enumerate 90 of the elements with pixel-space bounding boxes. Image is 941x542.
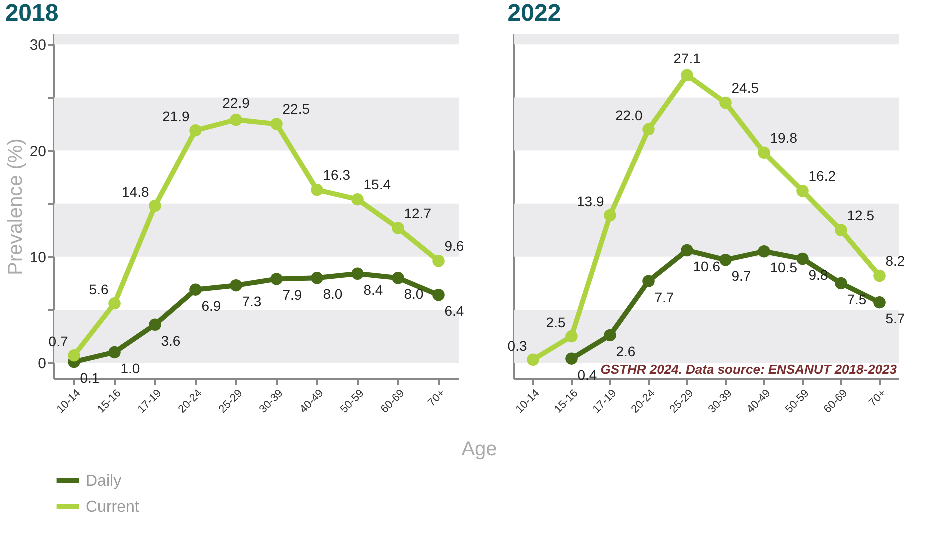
point [527, 354, 540, 366]
data-label: 7.5 [847, 291, 867, 308]
data-label: 8.2 [886, 253, 906, 270]
y-axis-title: Prevalence (%) [4, 138, 27, 276]
point [432, 255, 445, 268]
data-label: 22.5 [282, 101, 310, 118]
data-label: 9.6 [444, 238, 464, 254]
point [190, 284, 202, 296]
data-label: 0.4 [578, 366, 598, 383]
data-label: 24.5 [732, 80, 760, 96]
point [796, 184, 809, 198]
data-label: 1.0 [120, 360, 140, 376]
point [681, 244, 694, 257]
y-tick-label: 10 [30, 249, 46, 266]
point [642, 275, 655, 288]
point [149, 318, 162, 331]
data-label: 2.5 [546, 314, 566, 331]
x-axis-title: Age [462, 438, 498, 460]
data-label: 22.0 [616, 108, 643, 124]
legend-label: Current [86, 499, 140, 516]
point [352, 268, 364, 280]
point [68, 350, 80, 362]
y-tick-label: 30 [30, 37, 46, 54]
point [874, 270, 886, 282]
data-label: 12.7 [404, 205, 432, 222]
data-label: 19.8 [770, 130, 798, 146]
point [720, 96, 732, 110]
data-label: 8.0 [323, 286, 343, 302]
point [230, 279, 242, 292]
point [311, 272, 324, 284]
data-label: 0.3 [508, 338, 528, 354]
data-label: 5.7 [886, 310, 906, 327]
point [108, 298, 121, 310]
point [190, 124, 202, 137]
point [758, 246, 770, 258]
point [758, 146, 770, 160]
chart-title: 2022 [508, 0, 562, 27]
point [796, 252, 809, 266]
point [311, 184, 324, 196]
data-label: 9.7 [732, 268, 752, 284]
x-tick-label: 70+ [426, 388, 448, 410]
data-label: 7.9 [282, 287, 302, 304]
point [642, 123, 655, 136]
data-label: 8.4 [364, 282, 384, 298]
data-label: 9.8 [808, 267, 828, 284]
point [835, 224, 848, 236]
y-tick-label: 20 [30, 143, 46, 160]
data-label: 15.4 [364, 176, 392, 193]
point [604, 329, 616, 342]
point [566, 352, 578, 365]
point [392, 222, 404, 234]
data-label: 21.9 [162, 108, 190, 125]
data-label: 0.7 [48, 334, 68, 350]
x-tick-label: 70+ [867, 388, 889, 410]
data-label: 16.3 [323, 167, 351, 184]
data-label: 6.4 [444, 303, 464, 320]
point [149, 200, 162, 212]
point [270, 273, 283, 286]
data-label: 3.6 [161, 332, 181, 349]
data-label: 7.7 [654, 289, 674, 306]
data-label: 16.2 [808, 168, 836, 184]
data-label: 8.0 [404, 286, 424, 302]
data-label: 0.1 [80, 370, 100, 386]
y-tick-label: 0 [38, 356, 46, 373]
data-label: 6.9 [202, 298, 222, 314]
data-label: 10.5 [770, 260, 798, 276]
point [230, 114, 242, 126]
point [604, 209, 616, 222]
point [352, 193, 364, 206]
chart-title: 2018 [5, 0, 59, 27]
data-label: 2.6 [616, 343, 636, 360]
point [432, 289, 445, 302]
point [108, 346, 121, 359]
point [835, 277, 848, 290]
point [720, 254, 732, 266]
data-label: 22.9 [222, 94, 250, 111]
legend-label: Daily [86, 473, 122, 490]
point [270, 118, 283, 130]
annotation: GSTHR 2024. Data source: ENSANUT 2018-2023 [600, 362, 898, 377]
data-label: 12.5 [847, 207, 875, 224]
data-label: 14.8 [122, 184, 150, 200]
data-label: 27.1 [674, 50, 702, 66]
data-label: 7.3 [242, 294, 262, 310]
data-label: 13.9 [577, 194, 604, 210]
data-label: 10.6 [693, 258, 721, 275]
point [681, 69, 694, 82]
data-label: 5.6 [89, 282, 109, 298]
point [874, 296, 886, 309]
point [392, 272, 404, 284]
point [566, 330, 578, 343]
